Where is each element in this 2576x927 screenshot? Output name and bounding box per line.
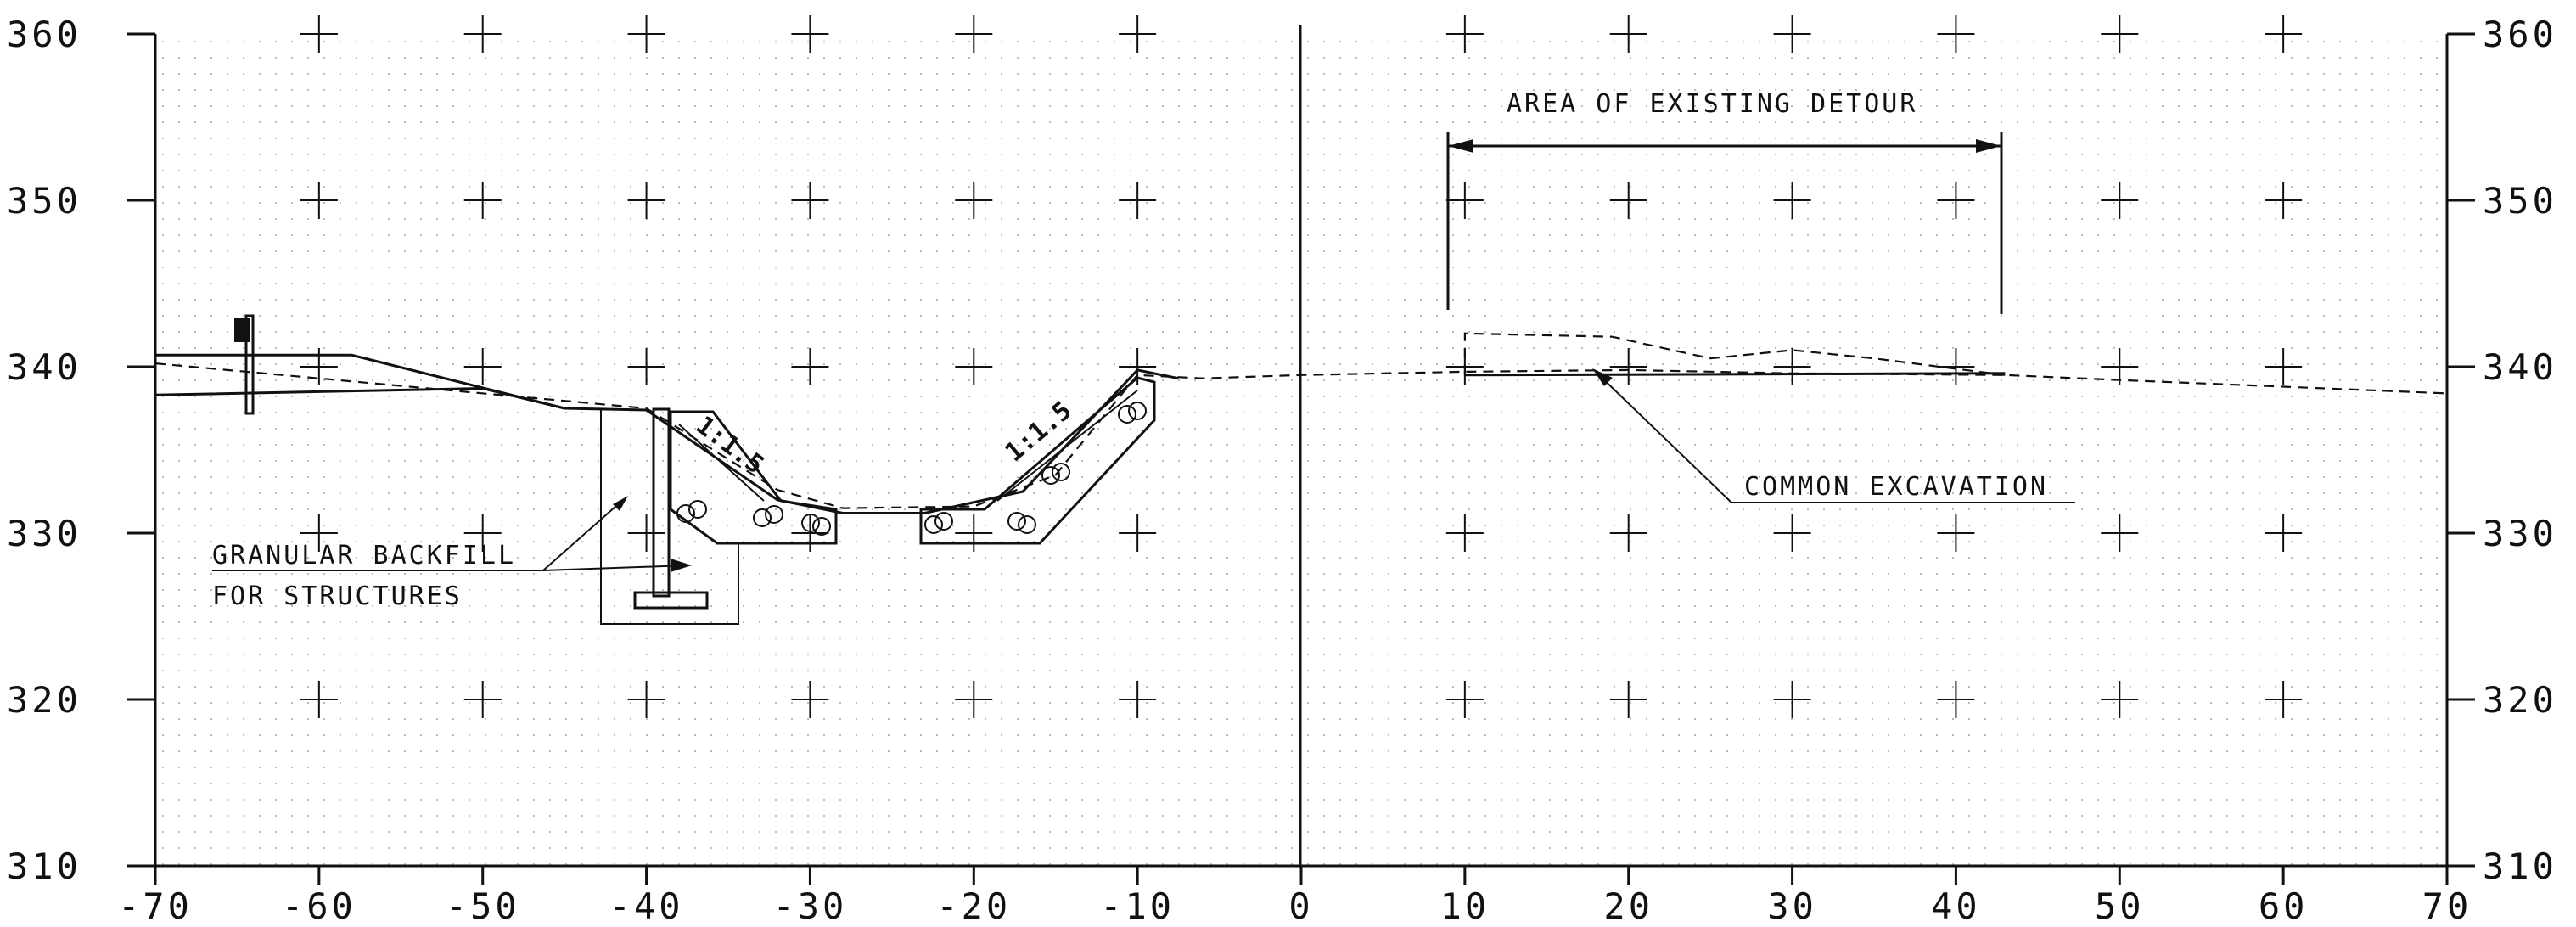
x-tick-label: -50 <box>446 885 520 927</box>
excavation-label: COMMON EXCAVATION <box>1744 472 2048 502</box>
x-tick-label: 0 <box>1288 885 1313 927</box>
y-tick-label-left: 310 <box>7 846 81 887</box>
backfill-label-line2: FOR STRUCTURES <box>212 581 463 611</box>
backfill-leaders <box>212 496 692 572</box>
dotted-grid-background <box>162 41 2438 865</box>
x-tick-label: -70 <box>118 885 193 927</box>
x-tick-label: 70 <box>2422 885 2472 927</box>
y-tick-label-left: 330 <box>7 513 81 554</box>
y-tick-label-right: 330 <box>2483 513 2557 554</box>
x-axis-ticks: -70 -60 -50 -40 -30 -20 -10 0 10 20 30 40 50 60 70 <box>118 866 2472 927</box>
profile-line-dashed-3 <box>1463 332 2006 376</box>
x-tick-label: 30 <box>1767 885 1817 927</box>
guardrail-post <box>234 314 255 415</box>
x-tick-label: -60 <box>282 885 356 927</box>
profile-line-dashed-2 <box>154 362 2448 509</box>
y-tick-label-right: 340 <box>2483 346 2557 388</box>
x-tick-label: -20 <box>936 885 1011 927</box>
y-tick-label-left: 320 <box>7 679 81 721</box>
excavation-leader <box>1592 368 2075 503</box>
detour-dimension <box>1446 132 2003 314</box>
y-tick-label-right: 360 <box>2483 14 2557 55</box>
x-tick-label: -30 <box>772 885 847 927</box>
profile-line-solid-1 <box>154 386 565 410</box>
y-tick-label-left: 340 <box>7 346 81 388</box>
right-slope-protection <box>919 376 1156 545</box>
slope-label-right: 1:1.5 <box>1000 396 1078 468</box>
profile-line-solid-4 <box>1464 372 2006 377</box>
y-tick-label-right: 310 <box>2483 846 2557 887</box>
x-tick-label: -40 <box>609 885 684 927</box>
x-tick-label: 20 <box>1603 885 1653 927</box>
y-tick-label-left: 350 <box>7 180 81 222</box>
backfill-label-line1: GRANULAR BACKFILL <box>212 541 516 570</box>
y-tick-label-left: 360 <box>7 14 81 55</box>
x-tick-label: 50 <box>2095 885 2145 927</box>
x-tick-label: -10 <box>1100 885 1175 927</box>
detour-label: AREA OF EXISTING DETOUR <box>1507 89 1917 119</box>
x-tick-label: 40 <box>1931 885 1981 927</box>
grid-crosses <box>300 15 2303 718</box>
y-axis-ticks: 310 310 320 320 330 330 340 340 350 350 360 360 <box>7 14 2557 887</box>
x-tick-label: 60 <box>2259 885 2309 927</box>
x-tick-label: 10 <box>1440 885 1490 927</box>
y-tick-label-right: 320 <box>2483 679 2557 721</box>
left-slope-protection <box>669 410 838 545</box>
y-tick-label-right: 350 <box>2483 180 2557 222</box>
